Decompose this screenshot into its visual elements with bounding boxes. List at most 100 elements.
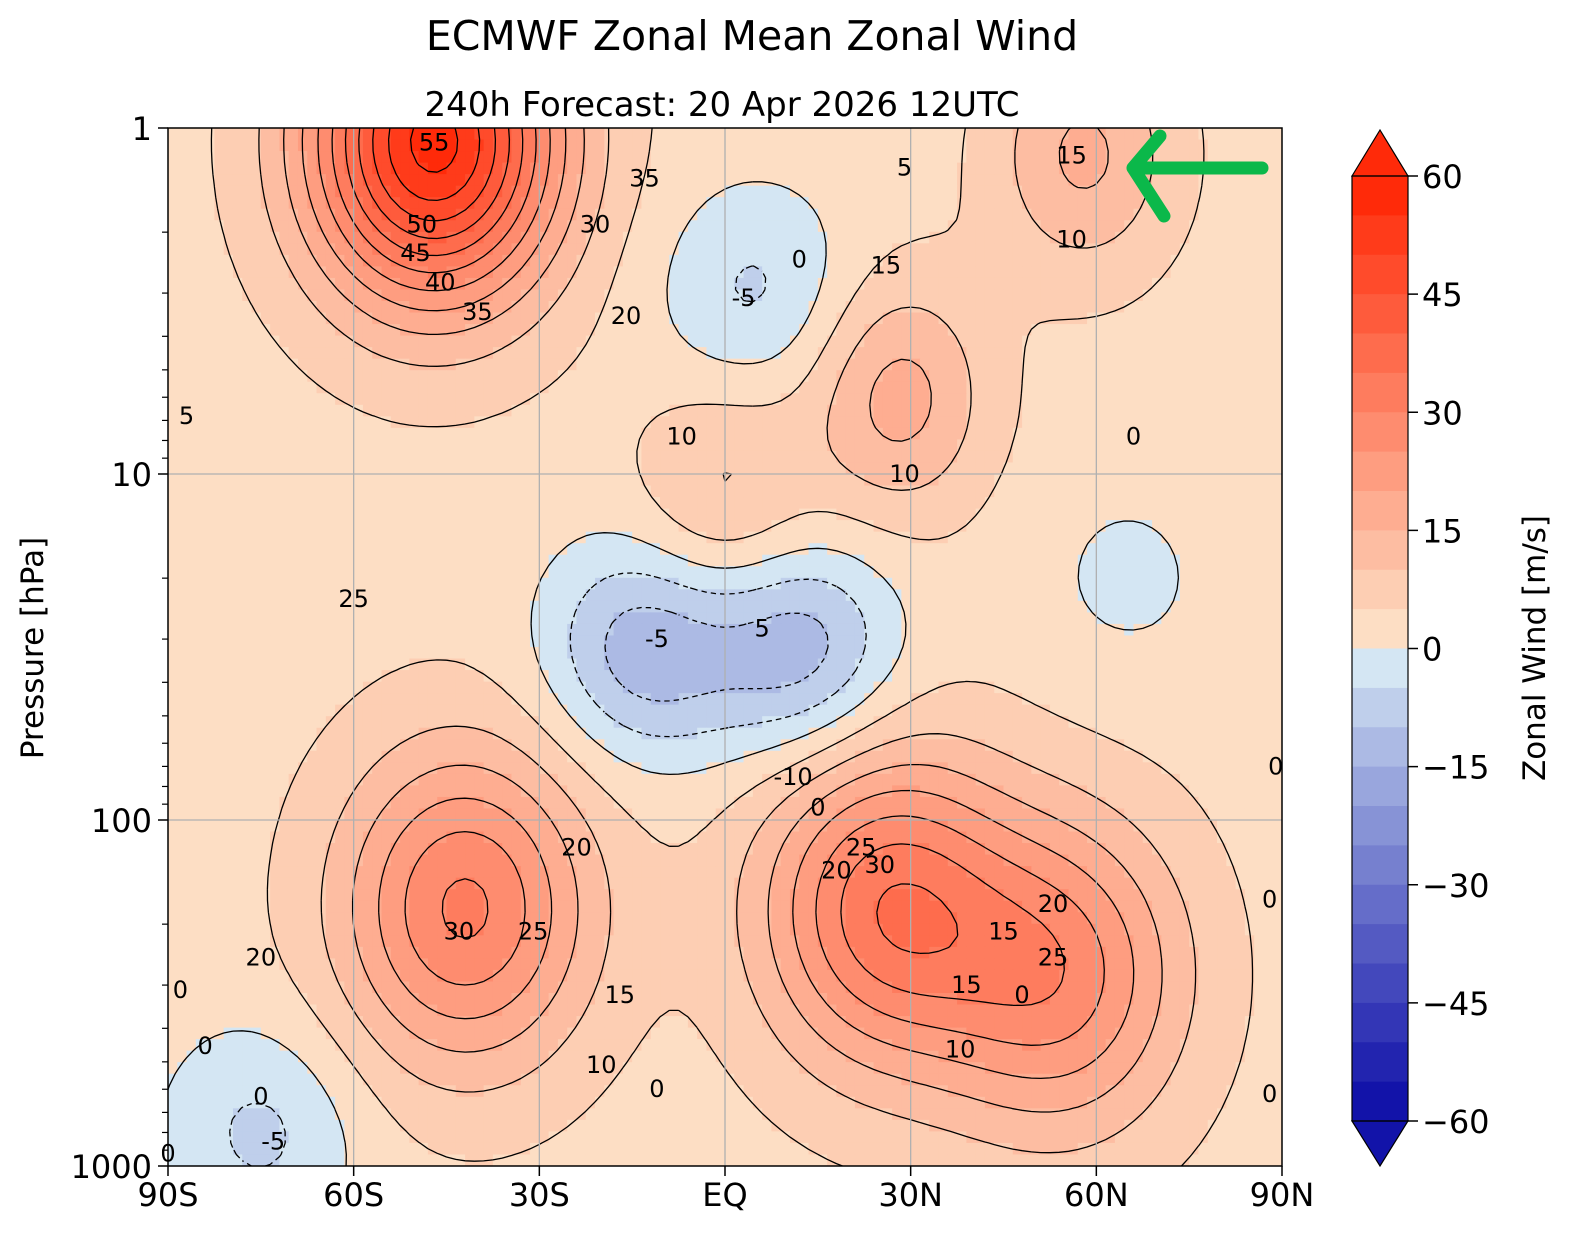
field-cell bbox=[557, 416, 568, 429]
field-cell bbox=[604, 531, 615, 544]
field-cell bbox=[622, 208, 633, 221]
field-cell bbox=[1012, 485, 1023, 498]
field-cell bbox=[901, 358, 912, 371]
field-cell bbox=[362, 231, 373, 244]
field-cell bbox=[660, 554, 670, 567]
field-cell bbox=[901, 566, 912, 579]
field-cell bbox=[177, 531, 188, 544]
field-cell bbox=[381, 312, 392, 325]
field-cell bbox=[1114, 185, 1125, 198]
field-cell bbox=[957, 543, 967, 556]
field-cell bbox=[530, 347, 540, 360]
field-cell bbox=[307, 254, 318, 267]
field-cell bbox=[706, 358, 717, 371]
field-cell bbox=[752, 600, 763, 613]
field-cell bbox=[687, 554, 698, 567]
field-cell bbox=[427, 474, 438, 487]
field-cell bbox=[817, 254, 828, 267]
field-cell bbox=[567, 185, 578, 198]
field-cell bbox=[1207, 554, 1218, 567]
field-cell bbox=[1077, 485, 1088, 498]
field-cell bbox=[687, 231, 698, 244]
field-cell bbox=[520, 404, 531, 417]
field-cell bbox=[845, 543, 856, 556]
field-cell bbox=[205, 508, 216, 521]
field-cell bbox=[873, 347, 884, 360]
field-cell bbox=[613, 312, 624, 325]
field-cell bbox=[975, 301, 986, 314]
field-cell bbox=[1179, 520, 1190, 533]
field-cell bbox=[1059, 520, 1070, 533]
field-cell bbox=[1226, 277, 1237, 291]
field-cell bbox=[279, 185, 290, 198]
field-cell bbox=[437, 301, 448, 314]
field-cell bbox=[325, 151, 336, 164]
field-cell bbox=[957, 577, 967, 590]
field-cell bbox=[344, 358, 355, 371]
field-cell bbox=[966, 427, 977, 440]
field-cell bbox=[1272, 151, 1282, 164]
field-cell bbox=[1161, 543, 1172, 556]
field-cell bbox=[1161, 485, 1172, 498]
field-cell bbox=[511, 462, 522, 475]
field-cell bbox=[827, 427, 837, 440]
field-cell bbox=[446, 277, 457, 291]
field-cell bbox=[232, 439, 243, 452]
field-cell bbox=[919, 566, 930, 579]
field-cell bbox=[279, 450, 290, 464]
field-cell bbox=[1152, 404, 1162, 417]
field-cell bbox=[994, 508, 1005, 521]
field-cell bbox=[1096, 231, 1107, 244]
field-cell bbox=[669, 139, 680, 152]
field-cell bbox=[288, 312, 299, 325]
field-cell bbox=[1235, 450, 1246, 464]
field-cell bbox=[205, 254, 216, 267]
field-cell bbox=[845, 566, 856, 579]
field-cell bbox=[400, 427, 410, 440]
field-cell bbox=[186, 220, 197, 233]
field-cell bbox=[1263, 462, 1274, 475]
field-cell bbox=[251, 462, 262, 475]
field-cell bbox=[929, 197, 940, 210]
field-cell bbox=[1003, 497, 1014, 510]
field-cell bbox=[808, 231, 819, 244]
field-cell bbox=[743, 358, 754, 371]
field-cell bbox=[474, 508, 485, 521]
field-cell bbox=[362, 393, 373, 406]
field-cell bbox=[650, 508, 661, 521]
field-cell bbox=[975, 439, 986, 452]
field-cell bbox=[297, 312, 308, 325]
field-cell bbox=[1077, 462, 1088, 475]
field-cell bbox=[381, 197, 392, 210]
field-cell bbox=[771, 324, 782, 337]
field-cell bbox=[994, 427, 1005, 440]
field-cell bbox=[530, 531, 540, 544]
field-cell bbox=[1254, 139, 1265, 152]
field-cell bbox=[827, 508, 837, 521]
field-cell bbox=[539, 508, 550, 521]
field-cell bbox=[1244, 231, 1255, 244]
field-cell bbox=[1059, 531, 1070, 544]
field-cell bbox=[715, 520, 726, 533]
field-cell bbox=[929, 220, 940, 233]
field-cell bbox=[1189, 174, 1200, 187]
field-cell bbox=[1152, 254, 1162, 267]
field-cell bbox=[669, 462, 680, 475]
field-cell bbox=[1263, 139, 1274, 152]
field-cell bbox=[195, 324, 206, 337]
field-cell bbox=[892, 243, 902, 256]
field-cell bbox=[474, 266, 485, 279]
field-cell bbox=[288, 231, 299, 244]
field-cell bbox=[1226, 370, 1237, 383]
field-cell bbox=[557, 566, 568, 579]
field-cell bbox=[771, 520, 782, 533]
field-cell bbox=[1198, 174, 1209, 187]
field-cell bbox=[251, 566, 262, 579]
field-cell bbox=[1105, 324, 1116, 337]
field-cell bbox=[1170, 485, 1181, 498]
field-cell bbox=[409, 589, 420, 602]
field-cell bbox=[641, 231, 652, 244]
field-cell bbox=[864, 358, 875, 371]
field-cell bbox=[854, 439, 865, 452]
field-cell bbox=[344, 301, 355, 314]
